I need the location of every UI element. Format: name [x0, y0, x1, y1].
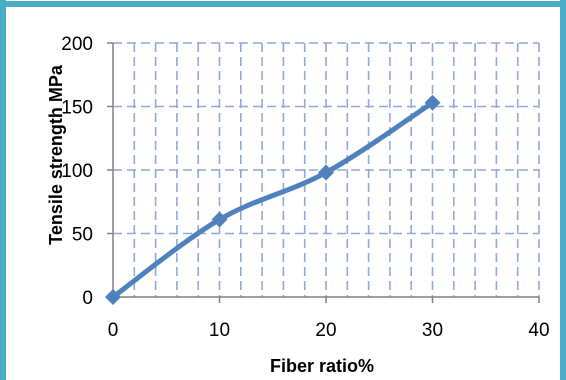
x-tick-label: 30: [422, 320, 443, 341]
plot-series: [105, 94, 441, 305]
y-tick-label: 50: [72, 225, 93, 246]
y-tick-label: 150: [61, 98, 93, 119]
x-tick-label: 10: [209, 320, 230, 341]
x-axis-title: Fiber ratio%: [270, 356, 374, 376]
axes: [107, 42, 540, 303]
x-tick-label: 20: [315, 320, 336, 341]
data-point-marker: [318, 164, 334, 181]
y-tick-label: 100: [61, 161, 93, 182]
x-tick-label: 0: [108, 320, 119, 341]
x-tick-label: 40: [528, 320, 549, 341]
tick-labels: 0 10 20 30 40 0 50 100 150 200: [61, 34, 549, 341]
y-tick-label: 0: [82, 288, 93, 309]
data-point-marker: [424, 94, 441, 111]
data-point-marker: [105, 289, 121, 305]
series-line: [110, 100, 435, 300]
y-axis-title: Tensile strength MPa: [46, 64, 66, 245]
data-point-marker: [211, 211, 228, 228]
y-tick-label: 200: [61, 34, 93, 55]
